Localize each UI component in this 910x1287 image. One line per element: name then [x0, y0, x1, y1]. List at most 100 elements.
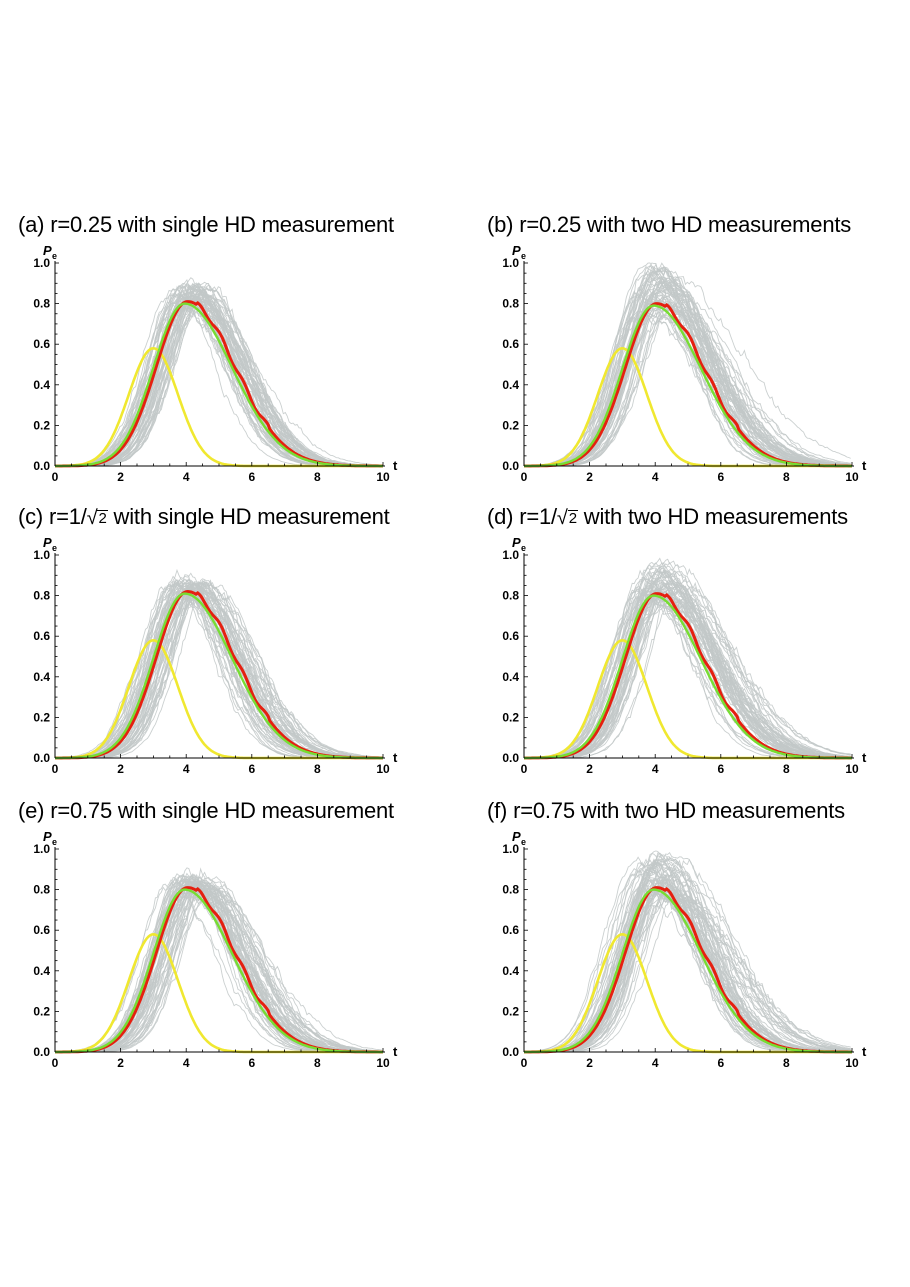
trajectory-line	[55, 882, 382, 1053]
trajectory-group	[523, 557, 851, 759]
trajectory-line	[55, 286, 382, 467]
trajectory-line	[54, 578, 382, 759]
trajectory-line	[524, 262, 851, 467]
x-axis-label: t	[393, 750, 398, 765]
trajectory-line	[55, 886, 382, 1053]
panel-title-radicand: 2	[567, 510, 578, 527]
trajectory-line	[524, 588, 851, 759]
trajectory-line	[55, 592, 382, 759]
trajectory-line	[524, 314, 851, 467]
trajectory-line	[524, 297, 851, 467]
trajectory-line	[55, 286, 382, 467]
trajectory-line	[55, 583, 382, 759]
trajectory-line	[55, 583, 382, 759]
envelope-line	[54, 346, 383, 468]
trajectory-line	[55, 880, 382, 1053]
trajectory-line	[55, 304, 382, 467]
trajectory-line	[524, 875, 851, 1053]
trajectory-line	[524, 858, 851, 1053]
y-tick-label: 0.6	[502, 629, 519, 643]
x-tick-label: 4	[183, 470, 190, 484]
trajectory-line	[55, 884, 382, 1053]
x-tick-label: 8	[314, 1056, 321, 1070]
trajectory-line	[55, 579, 382, 759]
trajectory-line	[524, 579, 851, 759]
trajectory-line	[524, 886, 851, 1053]
trajectory-line	[55, 586, 382, 759]
trajectory-line	[55, 579, 382, 759]
trajectory-line	[55, 881, 382, 1053]
trajectory-line	[524, 878, 851, 1053]
trajectory-line	[524, 596, 851, 759]
trajectory-line	[524, 588, 851, 759]
panel-title-text: (a) r=0.25 with single HD measurement	[18, 212, 394, 237]
trajectory-line	[55, 581, 382, 759]
y-axis-label-subscript: e	[52, 251, 57, 261]
x-tick-label: 10	[845, 470, 859, 484]
trajectory-line	[55, 586, 382, 759]
x-axis-label: t	[862, 458, 867, 473]
trajectory-line	[55, 590, 382, 759]
trajectory-line	[54, 873, 382, 1053]
trajectory-line	[55, 582, 382, 759]
trajectory-line	[55, 878, 382, 1053]
trajectory-line	[524, 587, 851, 759]
trajectory-line	[55, 295, 382, 467]
trajectory-line	[524, 269, 851, 467]
trajectory-line	[524, 271, 851, 467]
trajectory-line	[524, 877, 851, 1053]
trajectory-line	[524, 296, 851, 467]
trajectory-line	[524, 311, 851, 467]
y-tick-label: 0.6	[33, 337, 50, 351]
trajectory-line	[55, 588, 382, 759]
trajectory-line	[524, 867, 851, 1053]
envelope-line	[523, 932, 852, 1054]
trajectory-line	[55, 867, 382, 1053]
trajectory-line	[524, 565, 851, 759]
x-tick-label: 0	[52, 762, 59, 776]
trajectory-line	[524, 569, 851, 759]
trajectory-line	[55, 300, 382, 467]
trajectory-line	[54, 579, 382, 759]
trajectory-line	[55, 880, 382, 1053]
trajectory-line	[524, 852, 851, 1053]
panel-title-text: (f) r=0.75 with two HD measurements	[487, 798, 845, 823]
trajectory-line	[55, 874, 382, 1053]
trajectory-line	[55, 871, 382, 1053]
trajectory-line	[524, 592, 851, 759]
trajectory-group	[523, 262, 851, 467]
trajectory-line	[55, 579, 382, 759]
trajectory-line	[524, 262, 851, 467]
trajectory-line	[55, 884, 382, 1053]
trajectory-line	[55, 285, 382, 467]
y-tick-label: 0.2	[33, 1004, 50, 1018]
trajectory-line	[524, 879, 851, 1053]
x-tick-label: 10	[845, 1056, 859, 1070]
trajectory-line	[55, 873, 382, 1053]
trajectory-line	[55, 884, 382, 1053]
y-tick-label: 1.0	[33, 842, 50, 856]
trajectory-line	[523, 557, 851, 759]
trajectory-line	[55, 582, 382, 759]
trajectory-line	[55, 586, 382, 759]
trajectory-line	[523, 869, 851, 1053]
trajectory-line	[524, 582, 851, 759]
trajectory-line	[524, 859, 851, 1053]
trajectory-line	[523, 850, 851, 1053]
x-tick-label: 4	[652, 470, 659, 484]
trajectory-line	[55, 877, 382, 1053]
trajectory-line	[55, 581, 382, 759]
trajectory-line	[55, 291, 382, 467]
trajectory-line	[524, 283, 851, 467]
trajectory-line	[524, 889, 851, 1053]
x-tick-label: 10	[376, 470, 390, 484]
trajectory-line	[55, 581, 382, 759]
trajectory-line	[55, 878, 382, 1053]
trajectory-group	[54, 867, 382, 1053]
trajectory-line	[55, 883, 382, 1053]
trajectory-line	[524, 283, 851, 467]
trajectory-line	[524, 294, 851, 467]
trajectory-line	[55, 283, 382, 467]
